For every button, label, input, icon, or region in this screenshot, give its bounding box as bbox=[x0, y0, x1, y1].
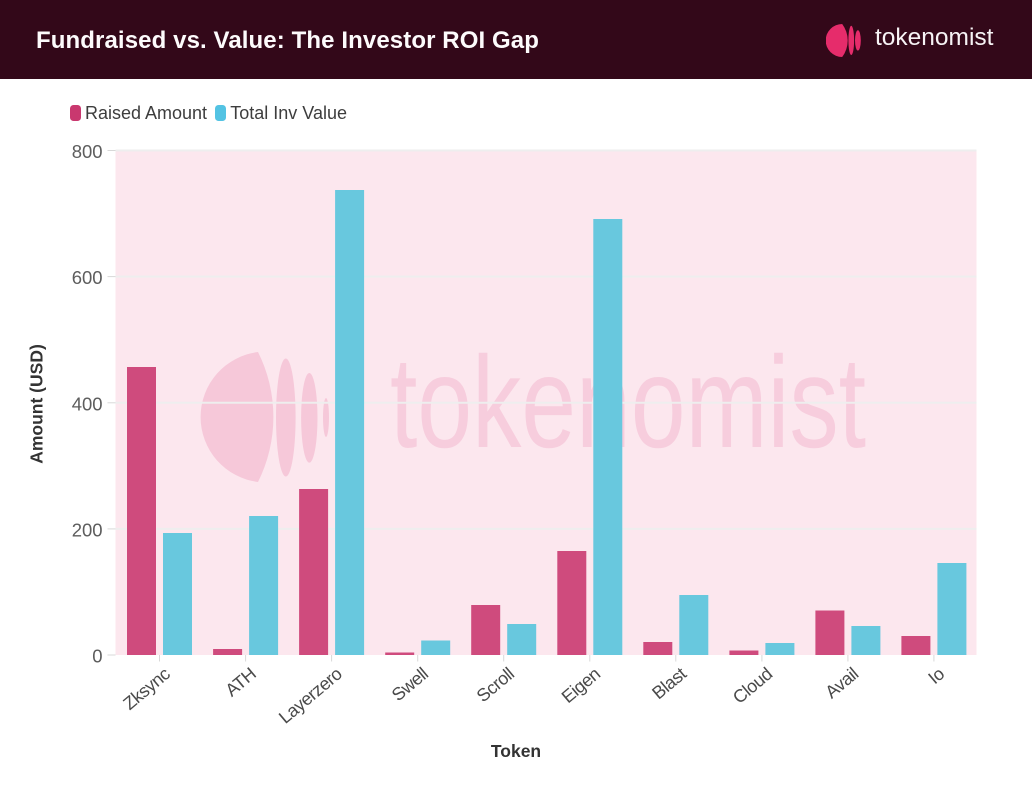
svg-text:Scroll: Scroll bbox=[473, 664, 518, 706]
svg-text:Blast: Blast bbox=[648, 663, 690, 703]
svg-text:0: 0 bbox=[92, 646, 102, 667]
svg-text:Eigen: Eigen bbox=[558, 664, 604, 707]
svg-text:400: 400 bbox=[72, 393, 103, 414]
svg-text:Zksync: Zksync bbox=[119, 663, 174, 713]
svg-text:Token: Token bbox=[491, 741, 541, 761]
svg-text:Amount (USD): Amount (USD) bbox=[27, 344, 47, 464]
svg-text:Cloud: Cloud bbox=[729, 664, 776, 708]
svg-text:Io: Io bbox=[924, 663, 948, 688]
svg-text:Swell: Swell bbox=[388, 664, 432, 705]
svg-text:800: 800 bbox=[72, 141, 103, 162]
svg-text:600: 600 bbox=[72, 267, 103, 288]
svg-text:Avail: Avail bbox=[821, 664, 862, 703]
svg-text:Layerzero: Layerzero bbox=[275, 663, 346, 727]
svg-text:200: 200 bbox=[72, 520, 103, 541]
svg-text:ATH: ATH bbox=[221, 664, 259, 701]
